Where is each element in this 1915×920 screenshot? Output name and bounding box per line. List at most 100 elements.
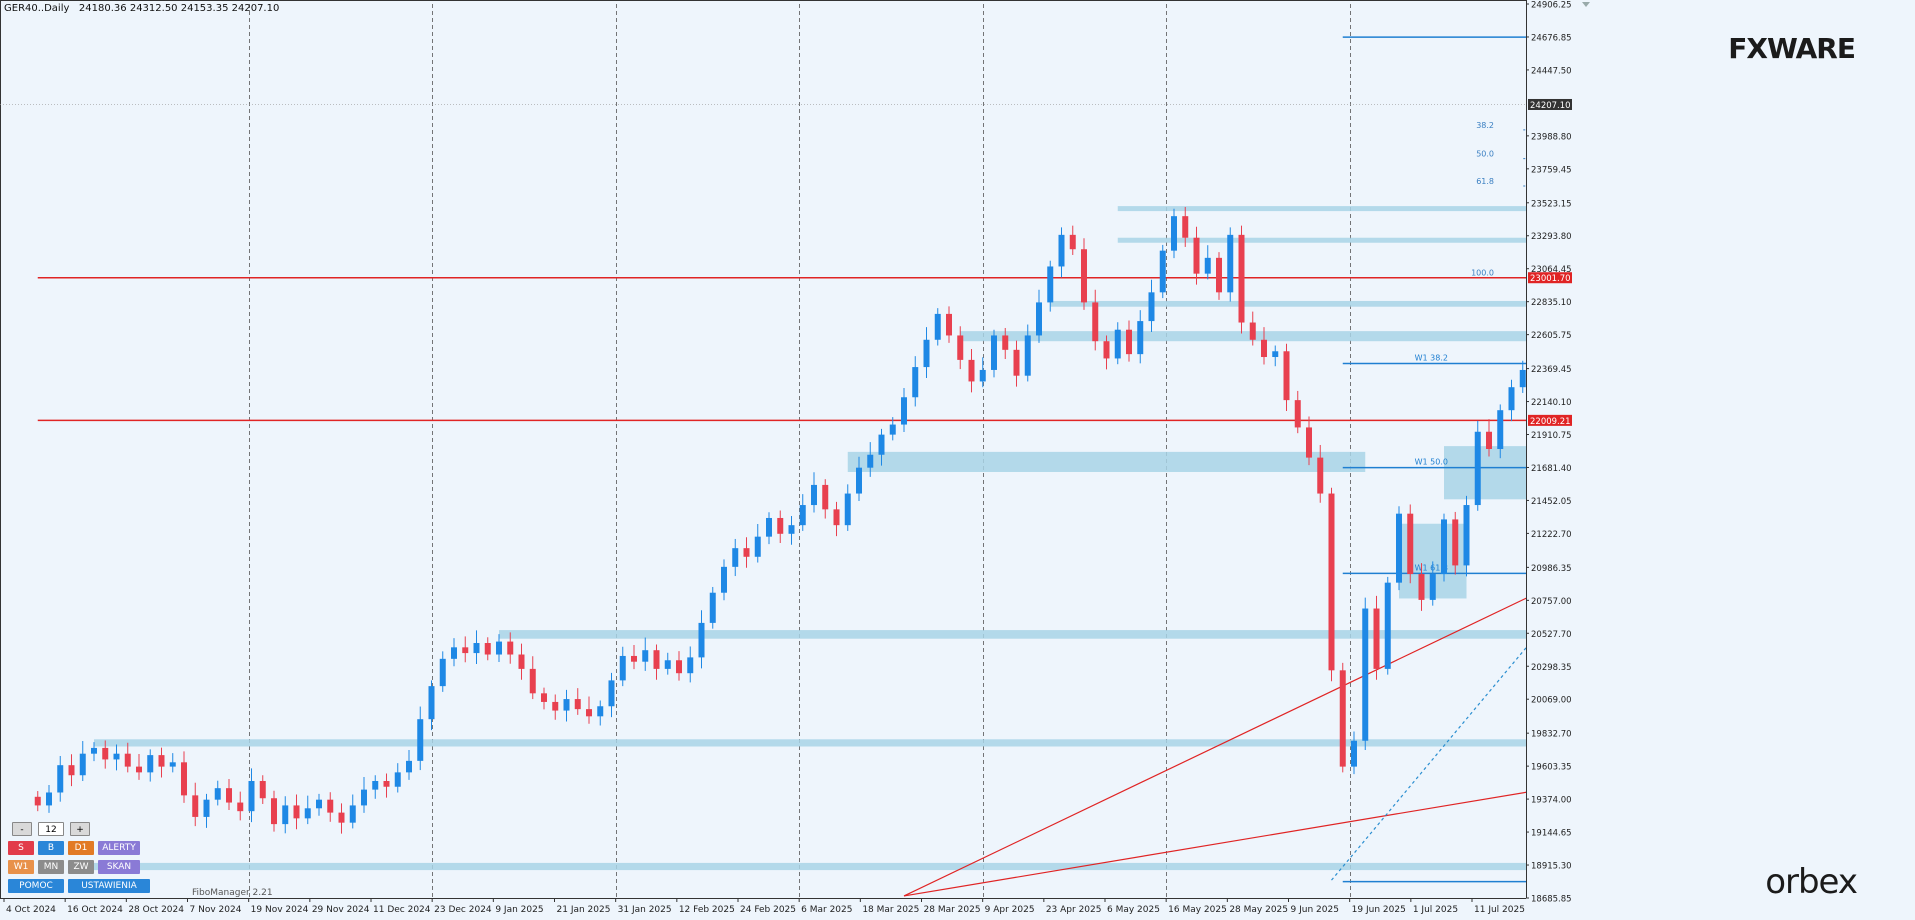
price-tick-label: 23523.15 <box>1531 199 1572 209</box>
candle-body <box>203 799 210 817</box>
candle-body <box>484 643 491 655</box>
period-minus-button[interactable]: - <box>12 822 32 836</box>
candle-body <box>934 313 941 340</box>
candle-body <box>811 484 817 506</box>
candle-body <box>1497 410 1504 449</box>
candle-body <box>1126 329 1132 355</box>
candle-body <box>383 780 390 787</box>
candle-body <box>214 788 221 800</box>
alerts-button[interactable]: ALERTY <box>98 841 140 855</box>
price-tick-label: 20986.35 <box>1531 564 1572 574</box>
candle-body <box>68 765 75 776</box>
price-tick-label: 23001.70 <box>1530 274 1571 284</box>
price-marker <box>1528 414 1572 426</box>
buy-button[interactable]: B <box>38 841 64 855</box>
candle-body <box>304 808 311 819</box>
candle-body <box>979 369 986 382</box>
control-panel: - 12 + S B D1 ALERTY W1 MN ZW SKAN POMOC… <box>6 822 150 912</box>
price-tick-label: 20069.00 <box>1531 696 1572 706</box>
price-tick-label: 21681.40 <box>1531 464 1572 474</box>
period-plus-button[interactable]: + <box>70 822 90 836</box>
candle-body <box>653 650 660 669</box>
plot-frame <box>0 0 1527 899</box>
support-resistance-zone <box>1050 300 1726 307</box>
price-marker <box>1528 272 1572 284</box>
price-tick-label: 22140.10 <box>1531 398 1572 408</box>
date-tick-label: 7 Nov 2024 <box>190 905 242 915</box>
horizontal-level-label: W1 38.2 <box>1415 353 1448 362</box>
candle-body <box>867 454 874 468</box>
date-tick-label: 16 May 2025 <box>1168 905 1227 915</box>
scan-button[interactable]: SKAN <box>98 860 140 874</box>
candle-body <box>597 706 604 717</box>
price-tick-label: 24207.10 <box>1530 101 1571 111</box>
scroll-marker-icon <box>1582 2 1590 7</box>
candle-body <box>822 484 829 510</box>
candle-body <box>1508 387 1515 411</box>
candle-body <box>1486 431 1492 449</box>
candle-body <box>844 493 851 526</box>
candle-body <box>799 505 806 526</box>
candle-body <box>946 313 952 336</box>
candle-body <box>46 792 52 806</box>
symbol-info: GER40..Daily 24180.36 24312.50 24153.35 … <box>4 3 280 14</box>
timeframe-w1-button[interactable]: W1 <box>8 860 34 874</box>
date-tick-label: 11 Dec 2024 <box>373 905 431 915</box>
candle-body <box>327 799 334 813</box>
date-tick-label: 9 Jun 2025 <box>1291 905 1339 915</box>
candle-body <box>136 766 142 773</box>
candle-body <box>1328 493 1335 671</box>
sell-button[interactable]: S <box>8 841 34 855</box>
help-button[interactable]: POMOC <box>8 879 64 893</box>
candle-body <box>1261 339 1267 358</box>
candle-body <box>1058 234 1065 267</box>
candle-body <box>1519 369 1526 388</box>
fib-level-label: 38.2 <box>1476 121 1494 130</box>
candle-body <box>1272 351 1279 358</box>
fibo-manager-label: FiboManager 2.21 <box>192 888 273 898</box>
price-tick-label: 18685.85 <box>1531 895 1572 905</box>
date-tick-label: 6 May 2025 <box>1107 905 1160 915</box>
candle-body <box>1159 250 1166 293</box>
fxware-logo: FXWARE <box>1728 32 1856 65</box>
timeframe-d1-button[interactable]: D1 <box>68 841 94 855</box>
candle-body <box>698 622 705 658</box>
candle-body <box>34 796 41 806</box>
date-tick-label: 6 Mar 2025 <box>801 905 852 915</box>
candle-body <box>968 359 975 382</box>
candle-body <box>574 699 581 710</box>
date-tick-label: 12 Feb 2025 <box>679 905 735 915</box>
candle-body <box>631 655 637 662</box>
date-tick-label: 18 Mar 2025 <box>862 905 919 915</box>
date-tick-label: 11 Jul 2025 <box>1474 905 1525 915</box>
price-tick-label: 21910.75 <box>1531 431 1572 441</box>
candle-body <box>957 335 964 360</box>
candle-body <box>1441 519 1447 575</box>
candle-body <box>91 747 97 754</box>
candle-body <box>1002 335 1009 350</box>
price-tick-label: 20298.35 <box>1531 663 1572 673</box>
candle-body <box>889 424 896 435</box>
support-resistance-zone <box>1117 237 1915 243</box>
zw-button[interactable]: ZW <box>68 860 94 874</box>
date-tick-label: 24 Feb 2025 <box>740 905 796 915</box>
candle-body <box>417 719 424 761</box>
candle-body <box>1373 608 1380 669</box>
candle-body <box>1249 322 1256 340</box>
period-value[interactable]: 12 <box>38 822 64 836</box>
support-resistance-zone <box>847 451 1366 472</box>
candle-body <box>1171 216 1177 251</box>
candle-body <box>1193 237 1200 274</box>
candle-body <box>1013 349 1020 376</box>
candle-body <box>451 647 457 659</box>
settings-button[interactable]: USTAWIENIA <box>68 879 150 893</box>
timeframe-mn-button[interactable]: MN <box>38 860 64 874</box>
candle-body <box>507 641 514 655</box>
date-tick-label: 9 Apr 2025 <box>985 905 1035 915</box>
candle-body <box>1204 257 1211 274</box>
candle-body <box>901 397 907 425</box>
candle-body <box>687 657 694 674</box>
price-tick-label: 21222.70 <box>1531 530 1572 540</box>
